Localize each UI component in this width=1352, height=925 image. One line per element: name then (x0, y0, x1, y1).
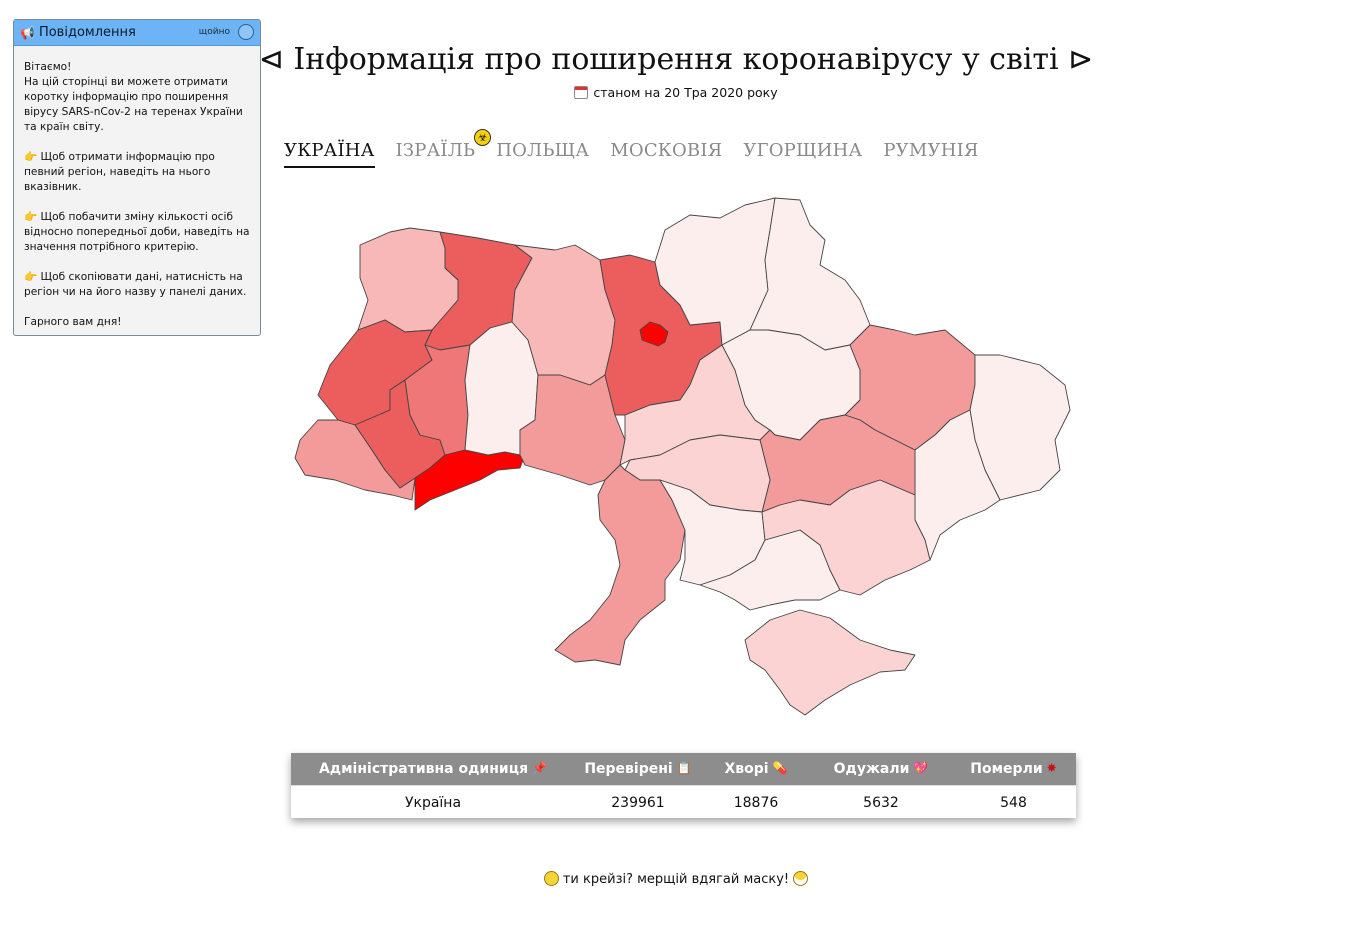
country-tabs: УКРАЇНА ІЗРАЇЛЬ ☣ ПОЛЬЩА МОСКОВІЯ УГОРЩИН… (284, 129, 1000, 168)
footer-message: ти крейзі? мерщій вдягай маску! (0, 871, 1352, 887)
calendar-icon (574, 86, 589, 99)
page-title: ⊲ Інформація про поширення коронавірусу … (258, 42, 1094, 77)
tab-israel[interactable]: ІЗРАЇЛЬ ☣ (395, 129, 492, 168)
row-tested[interactable]: 239961 (611, 794, 665, 811)
header-recovered: Одужали 💖 (833, 761, 929, 777)
region-volyn[interactable] (357, 227, 459, 333)
row-name[interactable]: Україна (404, 794, 462, 811)
biohazard-icon: ☣ (474, 129, 492, 146)
virus-icon: ✸ (1046, 761, 1057, 775)
stats-table: Адміністративна одиниця 📌 Перевірені 📋 Хво… (291, 753, 1076, 818)
notification-close-button[interactable] (238, 24, 254, 40)
region-kyiv-city[interactable] (639, 321, 669, 347)
header-tested: Перевірені 📋 (584, 761, 692, 777)
mask-face-icon (793, 871, 809, 886)
notification-title: Повідомлення (38, 25, 136, 40)
pushpin-icon: 📌 (532, 761, 548, 775)
notification-farewell: Гарного вам дня! (24, 316, 122, 328)
pill-icon: 💊 (772, 761, 788, 775)
notification-header: 📢 Повідомлення щойно (14, 20, 260, 46)
notification-body: Вітаємо! На цій сторінці ви можете отрим… (14, 46, 260, 330)
date-line: станом на 20 Тра 2020 року (0, 85, 1352, 100)
notification-tip-hover: 👉 Щоб отримати інформацію про певний рег… (24, 151, 215, 193)
date-text: станом на 20 Тра 2020 року (593, 85, 778, 100)
row-sick[interactable]: 18876 (733, 794, 779, 811)
region-odesa[interactable] (554, 464, 686, 666)
ukraine-map (294, 197, 1071, 716)
row-died[interactable]: 548 (1000, 794, 1027, 811)
footer-text: ти крейзі? мерщій вдягай маску! (562, 872, 790, 887)
header-sick: Хворі 💊 (724, 761, 788, 777)
stats-header: Адміністративна одиниця 📌 Перевірені 📋 Хво… (291, 753, 1076, 785)
notification-time: щойно (198, 27, 230, 37)
notification-tip-copy: 👉 Щоб скопіювати дані, натисність на рег… (24, 271, 247, 298)
tab-poland[interactable]: ПОЛЬЩА (496, 140, 590, 161)
notification-panel: 📢 Повідомлення щойно Вітаємо! На цій сто… (13, 19, 261, 336)
tab-hungary[interactable]: УГОРЩИНА (743, 140, 863, 161)
header-admin-unit: Адміністративна одиниця 📌 (318, 761, 548, 777)
tab-israel-label: ІЗРАЇЛЬ (395, 140, 476, 161)
region-crimea[interactable] (744, 609, 916, 716)
notification-greeting: Вітаємо! На цій сторінці ви можете отрим… (24, 61, 243, 133)
clipboard-icon: 📋 (676, 761, 692, 775)
notification-tip-change: 👉 Щоб побачити зміну кількості осіб відн… (24, 211, 250, 253)
heart-icon: 💖 (913, 761, 929, 775)
table-row[interactable]: Україна 239961 18876 5632 548 (291, 785, 1076, 819)
megaphone-icon: 📢 (20, 25, 35, 40)
tab-romania[interactable]: РУМУНІЯ (883, 140, 979, 161)
row-recovered[interactable]: 5632 (863, 794, 899, 811)
header-died: Померли ✸ (970, 761, 1057, 777)
scream-face-icon (543, 871, 559, 886)
tab-muscovy[interactable]: МОСКОВІЯ (610, 140, 723, 161)
tab-ukraine[interactable]: УКРАЇНА (284, 140, 375, 168)
region-zaporizhzhia[interactable] (761, 479, 931, 596)
